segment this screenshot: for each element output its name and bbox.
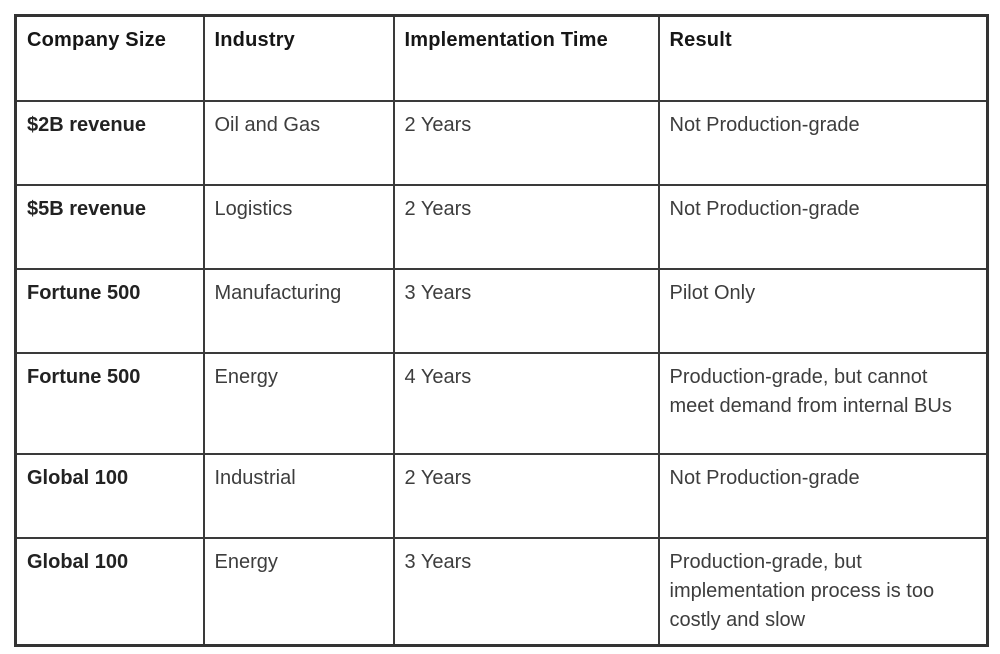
cell-implementation-time: 3 Years bbox=[392, 536, 660, 646]
table-header: Company Size Industry Implementation Tim… bbox=[14, 14, 989, 102]
column-header-company-size: Company Size bbox=[14, 14, 205, 102]
cell-result: Production-grade, but cannot meet demand… bbox=[657, 351, 989, 455]
cell-implementation-time: 2 Years bbox=[392, 183, 660, 270]
table-row: Fortune 500 Manufacturing 3 Years Pilot … bbox=[14, 267, 989, 354]
cell-implementation-time: 4 Years bbox=[392, 351, 660, 455]
table-body: $2B revenue Oil and Gas 2 Years Not Prod… bbox=[14, 99, 989, 646]
cell-result: Pilot Only bbox=[657, 267, 989, 354]
cell-company-size: $5B revenue bbox=[14, 183, 205, 270]
cell-company-size: Global 100 bbox=[14, 452, 205, 539]
cell-industry: Energy bbox=[202, 536, 395, 646]
column-header-implementation-time: Implementation Time bbox=[392, 14, 660, 102]
cell-result: Not Production-grade bbox=[657, 183, 989, 270]
cell-company-size: $2B revenue bbox=[14, 99, 205, 186]
cell-result: Production-grade, but implementation pro… bbox=[657, 536, 989, 646]
cell-industry: Energy bbox=[202, 351, 395, 455]
cell-implementation-time: 3 Years bbox=[392, 267, 660, 354]
cell-implementation-time: 2 Years bbox=[392, 99, 660, 186]
table-row: $2B revenue Oil and Gas 2 Years Not Prod… bbox=[14, 99, 989, 186]
table-row: Fortune 500 Energy 4 Years Production-gr… bbox=[14, 351, 989, 455]
cell-industry: Logistics bbox=[202, 183, 395, 270]
implementation-results-table: Company Size Industry Implementation Tim… bbox=[14, 14, 989, 647]
cell-company-size: Global 100 bbox=[14, 536, 205, 646]
cell-industry: Oil and Gas bbox=[202, 99, 395, 186]
table-row: $5B revenue Logistics 2 Years Not Produc… bbox=[14, 183, 989, 270]
cell-company-size: Fortune 500 bbox=[14, 267, 205, 354]
table-row: Global 100 Industrial 2 Years Not Produc… bbox=[14, 452, 989, 539]
cell-company-size: Fortune 500 bbox=[14, 351, 205, 455]
table-header-row: Company Size Industry Implementation Tim… bbox=[14, 14, 989, 102]
cell-industry: Manufacturing bbox=[202, 267, 395, 354]
cell-result: Not Production-grade bbox=[657, 452, 989, 539]
cell-industry: Industrial bbox=[202, 452, 395, 539]
cell-result: Not Production-grade bbox=[657, 99, 989, 186]
column-header-industry: Industry bbox=[202, 14, 395, 102]
cell-implementation-time: 2 Years bbox=[392, 452, 660, 539]
table-row: Global 100 Energy 3 Years Production-gra… bbox=[14, 536, 989, 646]
column-header-result: Result bbox=[657, 14, 989, 102]
